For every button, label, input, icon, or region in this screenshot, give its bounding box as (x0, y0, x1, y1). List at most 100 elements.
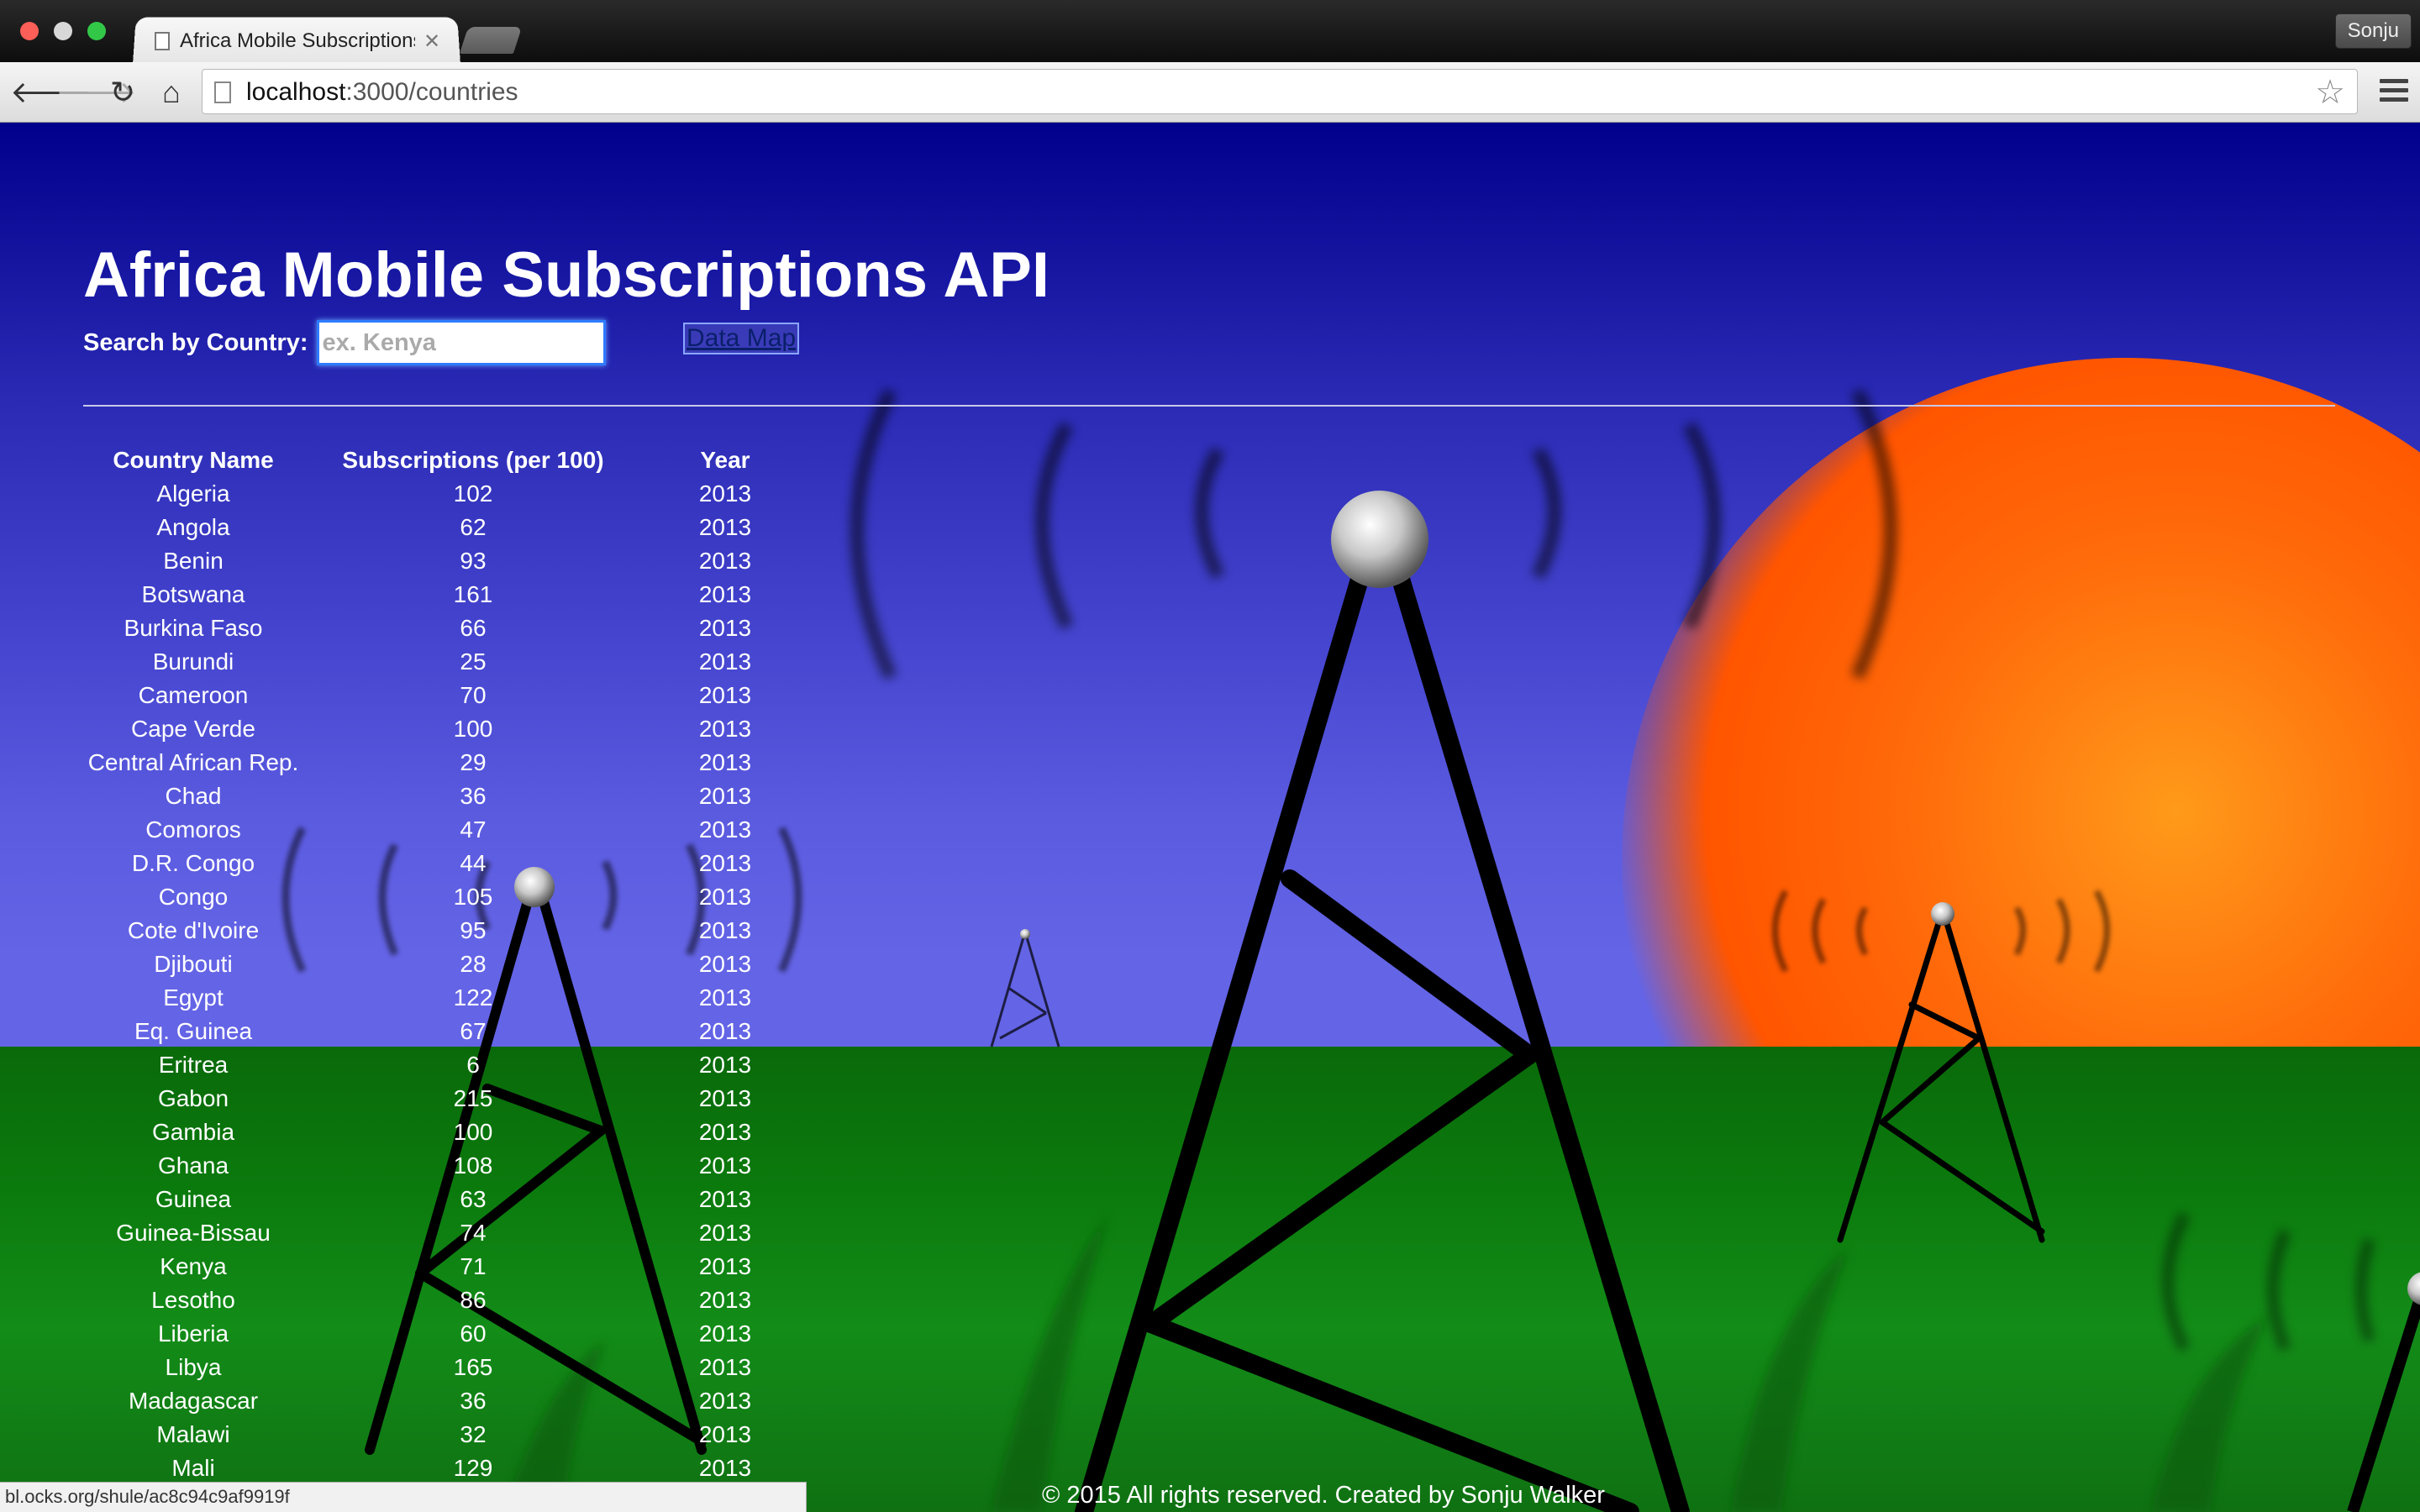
table-row: Comoros 47 2013 (83, 813, 808, 847)
table-row: Central African Rep. 29 2013 (83, 746, 808, 780)
search-input[interactable] (316, 320, 606, 365)
table-row: Cote d'Ivoire 95 2013 (83, 914, 808, 948)
cell-year: 2013 (698, 480, 752, 507)
cell-country-name: Guinea (155, 1186, 232, 1212)
cell-country-name: Benin (163, 548, 224, 574)
table-row: Eq. Guinea 67 2013 (83, 1015, 808, 1048)
cell-year: 2013 (698, 984, 752, 1011)
cell-country-name: Algeria (156, 480, 230, 507)
table-row: Djibouti 28 2013 (83, 948, 808, 981)
cell-year: 2013 (698, 1186, 752, 1212)
cell-subscriptions: 95 (460, 917, 487, 943)
cell-country-name: Malawi (156, 1421, 230, 1447)
cell-year: 2013 (698, 850, 752, 876)
table-row: Eritrea 6 2013 (83, 1048, 808, 1082)
table-row: Lesotho 86 2013 (83, 1284, 808, 1317)
cell-year: 2013 (698, 1085, 752, 1111)
table-row: Cameroon 70 2013 (83, 679, 808, 712)
window-minimize-button[interactable] (54, 22, 72, 40)
cell-subscriptions: 29 (460, 749, 487, 775)
header-country-name: Country Name (113, 447, 274, 473)
profile-button[interactable]: Sonju (2334, 13, 2412, 49)
footer-copyright: © 2015 All rights reserved. Created by S… (1042, 1482, 1605, 1509)
table-row: Cape Verde 100 2013 (83, 712, 808, 746)
home-icon[interactable]: ⌂ (162, 75, 181, 109)
cell-country-name: Kenya (160, 1253, 227, 1279)
cell-subscriptions: 100 (453, 716, 493, 742)
cell-subscriptions: 63 (460, 1186, 487, 1212)
window-close-button[interactable] (20, 22, 39, 40)
cell-subscriptions: 161 (453, 581, 493, 607)
table-row: Ghana 108 2013 (83, 1149, 808, 1183)
bookmark-star-icon[interactable]: ☆ (2315, 74, 2345, 111)
data-map-link[interactable]: Data Map (683, 323, 800, 354)
cell-subscriptions: 32 (460, 1421, 487, 1447)
address-url[interactable]: localhost:3000/countries (246, 70, 518, 115)
reload-icon[interactable]: ↻ (109, 75, 136, 109)
cell-country-name: Gambia (151, 1119, 235, 1145)
cell-year: 2013 (698, 1421, 752, 1447)
cell-subscriptions: 102 (453, 480, 493, 507)
cell-country-name: Gabon (157, 1085, 229, 1111)
cell-subscriptions: 129 (453, 1455, 493, 1481)
countries-table: Country Name Subscriptions (per 100) Yea… (83, 444, 808, 1485)
cell-subscriptions: 108 (453, 1152, 493, 1179)
new-tab-button[interactable] (459, 27, 523, 54)
table-row: Chad 36 2013 (83, 780, 808, 813)
cell-subscriptions: 44 (460, 850, 487, 876)
cell-country-name: Guinea-Bissau (116, 1220, 271, 1246)
table-row: Botswana 161 2013 (83, 578, 808, 612)
table-row: Malawi 32 2013 (83, 1418, 808, 1452)
cell-subscriptions: 93 (460, 548, 487, 574)
cell-year: 2013 (698, 1455, 752, 1481)
back-arrow-icon[interactable]: 🡐 (10, 75, 92, 109)
browser-toolbar: 🡐 🡒 ↻ ⌂ localhost:3000/countries ☆ (0, 62, 2420, 123)
cell-country-name: Libya (165, 1354, 222, 1380)
cell-year: 2013 (698, 615, 752, 641)
cell-country-name: Botswana (141, 581, 245, 607)
search-row: Search by Country: (83, 319, 606, 366)
cell-year: 2013 (698, 1354, 752, 1380)
table-row: Angola 62 2013 (83, 511, 808, 544)
address-bar[interactable]: localhost:3000/countries ☆ (202, 69, 2358, 114)
cell-country-name: Djibouti (154, 951, 233, 977)
cell-subscriptions: 62 (460, 514, 487, 540)
divider (83, 405, 2335, 407)
table-row: Congo 105 2013 (83, 880, 808, 914)
cell-subscriptions: 105 (453, 884, 493, 910)
table-row: D.R. Congo 44 2013 (83, 847, 808, 880)
cell-subscriptions: 165 (453, 1354, 493, 1380)
cell-year: 2013 (698, 1388, 752, 1414)
status-bar-url: bl.ocks.org/shule/ac8c94c9af9919f (0, 1482, 807, 1512)
cell-country-name: Cameroon (138, 682, 249, 708)
tab-title: Africa Mobile Subscriptions (180, 29, 415, 52)
browser-tab[interactable]: Africa Mobile Subscriptions ✕ (150, 20, 452, 62)
table-header-row: Country Name Subscriptions (per 100) Yea… (83, 444, 808, 477)
table-row: Liberia 60 2013 (83, 1317, 808, 1351)
header-year: Year (700, 447, 750, 473)
cell-country-name: Chad (165, 783, 222, 809)
cell-subscriptions: 70 (460, 682, 487, 708)
browser-menu-icon[interactable] (2380, 79, 2408, 107)
cell-subscriptions: 60 (460, 1320, 487, 1347)
cell-subscriptions: 67 (460, 1018, 487, 1044)
cell-year: 2013 (698, 514, 752, 540)
forward-arrow-icon[interactable]: 🡒 (55, 75, 137, 109)
tab-close-icon[interactable]: ✕ (424, 29, 441, 53)
cell-year: 2013 (698, 1018, 752, 1044)
cell-year: 2013 (698, 548, 752, 574)
cell-country-name: Cote d'Ivoire (127, 917, 260, 943)
cell-year: 2013 (698, 1052, 752, 1078)
cell-year: 2013 (698, 716, 752, 742)
table-row: Mali 129 2013 (83, 1452, 808, 1485)
window-maximize-button[interactable] (87, 22, 106, 40)
table-row: Guinea 63 2013 (83, 1183, 808, 1216)
cell-subscriptions: 36 (460, 1388, 487, 1414)
cell-year: 2013 (698, 749, 752, 775)
cell-year: 2013 (698, 682, 752, 708)
cell-towers-illustration (281, 388, 2420, 1512)
cell-country-name: Eq. Guinea (134, 1018, 253, 1044)
cell-year: 2013 (698, 1287, 752, 1313)
cell-subscriptions: 66 (460, 615, 487, 641)
cell-subscriptions: 71 (460, 1253, 487, 1279)
